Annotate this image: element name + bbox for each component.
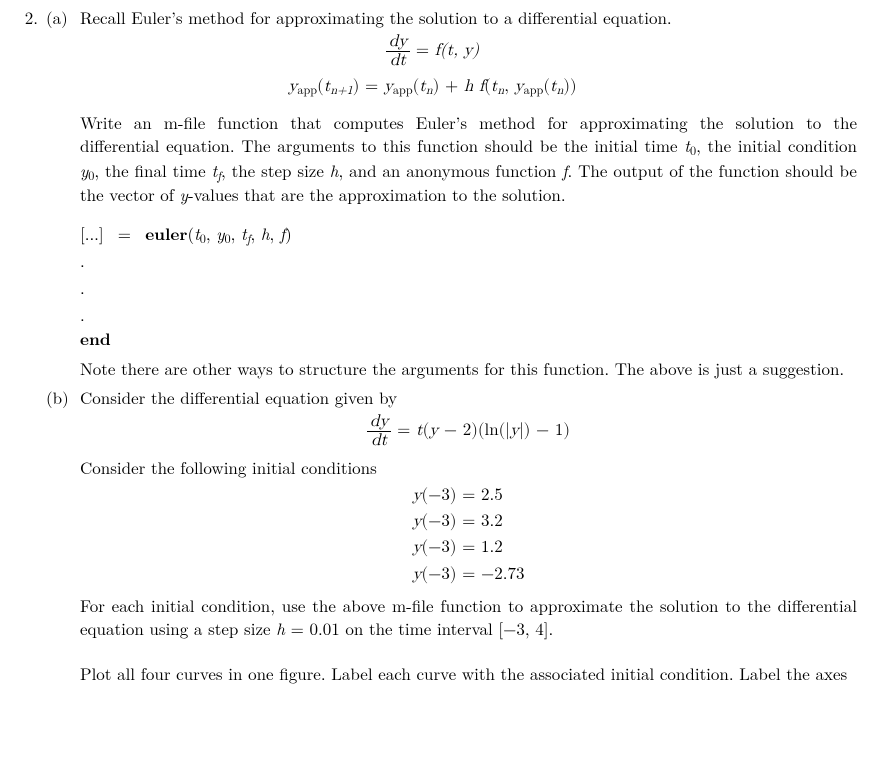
sig-c1: ,	[206, 221, 216, 245]
dot1: .	[80, 247, 857, 274]
ic3-val: 1.2	[481, 539, 503, 556]
page: 2. (a) Recall Euler’s method for approxi…	[0, 0, 883, 772]
ic3: y(−3) = 1.2	[413, 535, 525, 561]
eq2-app1: app	[297, 85, 317, 97]
part-b-body1: For each initial condition, use the abov…	[80, 594, 857, 640]
part-b-ic-block: y(−3) = 2.5 y(−3) = 3.2 y(−3) = 1.2 y(−3…	[80, 483, 857, 588]
eq2-tn1-close: ) =	[353, 78, 384, 95]
eq2-tn1-open: (t	[317, 78, 330, 95]
b1-y: y	[180, 182, 188, 206]
ic4-val: −2.73	[481, 566, 524, 583]
b1d: , the step size	[221, 158, 330, 182]
fraction-dy-dt-b: dy dt	[367, 413, 391, 450]
end-keyword: end	[80, 328, 857, 351]
b1g: -values that are the approximation to th…	[188, 182, 566, 206]
eq2-tn-open2: (t	[543, 78, 556, 95]
sig-y0y: y	[216, 221, 224, 245]
beq-eq: =	[397, 422, 416, 439]
ic2: y(−3) = 3.2	[413, 509, 525, 535]
part-a-label: (a)	[46, 6, 80, 29]
question-number: 2.	[8, 6, 46, 29]
bb1-h: h	[276, 616, 285, 640]
bb1b: = 0.01 on the time interval [−3, 4].	[285, 616, 553, 640]
b1b: , the initial condition	[696, 133, 857, 157]
eq2-comma: , y	[504, 78, 523, 95]
part-b-body2: Plot all four curves in one figure. Labe…	[80, 662, 857, 685]
dot3: .	[80, 301, 857, 328]
eq1-num: dy	[389, 33, 407, 50]
part-b-eq: dy dt = t(y − 2)(ln(|y|) − 1)	[80, 413, 857, 450]
sig-c4: ,	[270, 221, 280, 245]
beq-den: dt	[371, 432, 387, 449]
part-b-label: (b)	[46, 386, 80, 409]
question-header-row: 2. (a) Recall Euler’s method for approxi…	[8, 6, 857, 29]
b1c: , the final time	[94, 158, 211, 182]
eq1-equals: =	[416, 42, 435, 59]
part-a-body1: Write an m-file function that computes E…	[80, 111, 857, 206]
ic2-val: 3.2	[481, 513, 503, 530]
eq1-rhs: f(t, y)	[435, 42, 479, 59]
sig-c2: ,	[231, 221, 241, 245]
eq2-app3: app	[524, 85, 544, 97]
eq2-tn-open: (t	[413, 78, 426, 95]
sig-h: h	[261, 221, 270, 245]
part-a-note: Note there are other ways to structure t…	[80, 357, 857, 380]
beq-rhs: t(y − 2)(ln(|y|) − 1)	[416, 422, 570, 439]
b1e: , and an anonymous function	[338, 158, 562, 182]
sig-close: )	[285, 221, 292, 245]
part-b-row: (b) Consider the differential equation g…	[8, 386, 857, 691]
eq2-y1: y	[288, 78, 297, 95]
part-b-ic-intro: Consider the following initial condition…	[80, 456, 857, 479]
eq2-tn-mid: ) + h f(t	[433, 78, 498, 95]
beq-num: dy	[370, 413, 388, 430]
dot2: .	[80, 274, 857, 301]
ic1-val: 2.5	[481, 487, 503, 504]
ic4: y(−3) = −2.73	[413, 562, 525, 588]
sig-c3: ,	[250, 221, 260, 245]
eq2-y2: y	[384, 78, 393, 95]
euler-signature: [...] = euler(t0, y0, tf, h, f)	[80, 222, 857, 247]
part-a-intro: Recall Euler’s method for approximating …	[80, 6, 857, 29]
eq2-app2: app	[393, 85, 413, 97]
ic1: y(−3) = 2.5	[413, 483, 525, 509]
part-a-body-row: Write an m-file function that computes E…	[8, 105, 857, 386]
eq2-tn-sub: n	[426, 85, 433, 97]
part-a-eq1: dy dt = f(t, y)	[8, 33, 857, 70]
eq1-den: dt	[390, 52, 406, 69]
fraction-dy-dt: dy dt	[386, 33, 410, 70]
part-a-eq2: yapp(tn+1) = yapp(tn) + h f(tn, yapp(tn)…	[8, 76, 857, 100]
part-b-intro: Consider the differential equation given…	[80, 386, 857, 409]
eq2-tn1-sub: n+1	[330, 85, 352, 97]
sig-lhs: [...] = euler(	[80, 221, 194, 245]
eq2-close: ))	[563, 78, 576, 95]
